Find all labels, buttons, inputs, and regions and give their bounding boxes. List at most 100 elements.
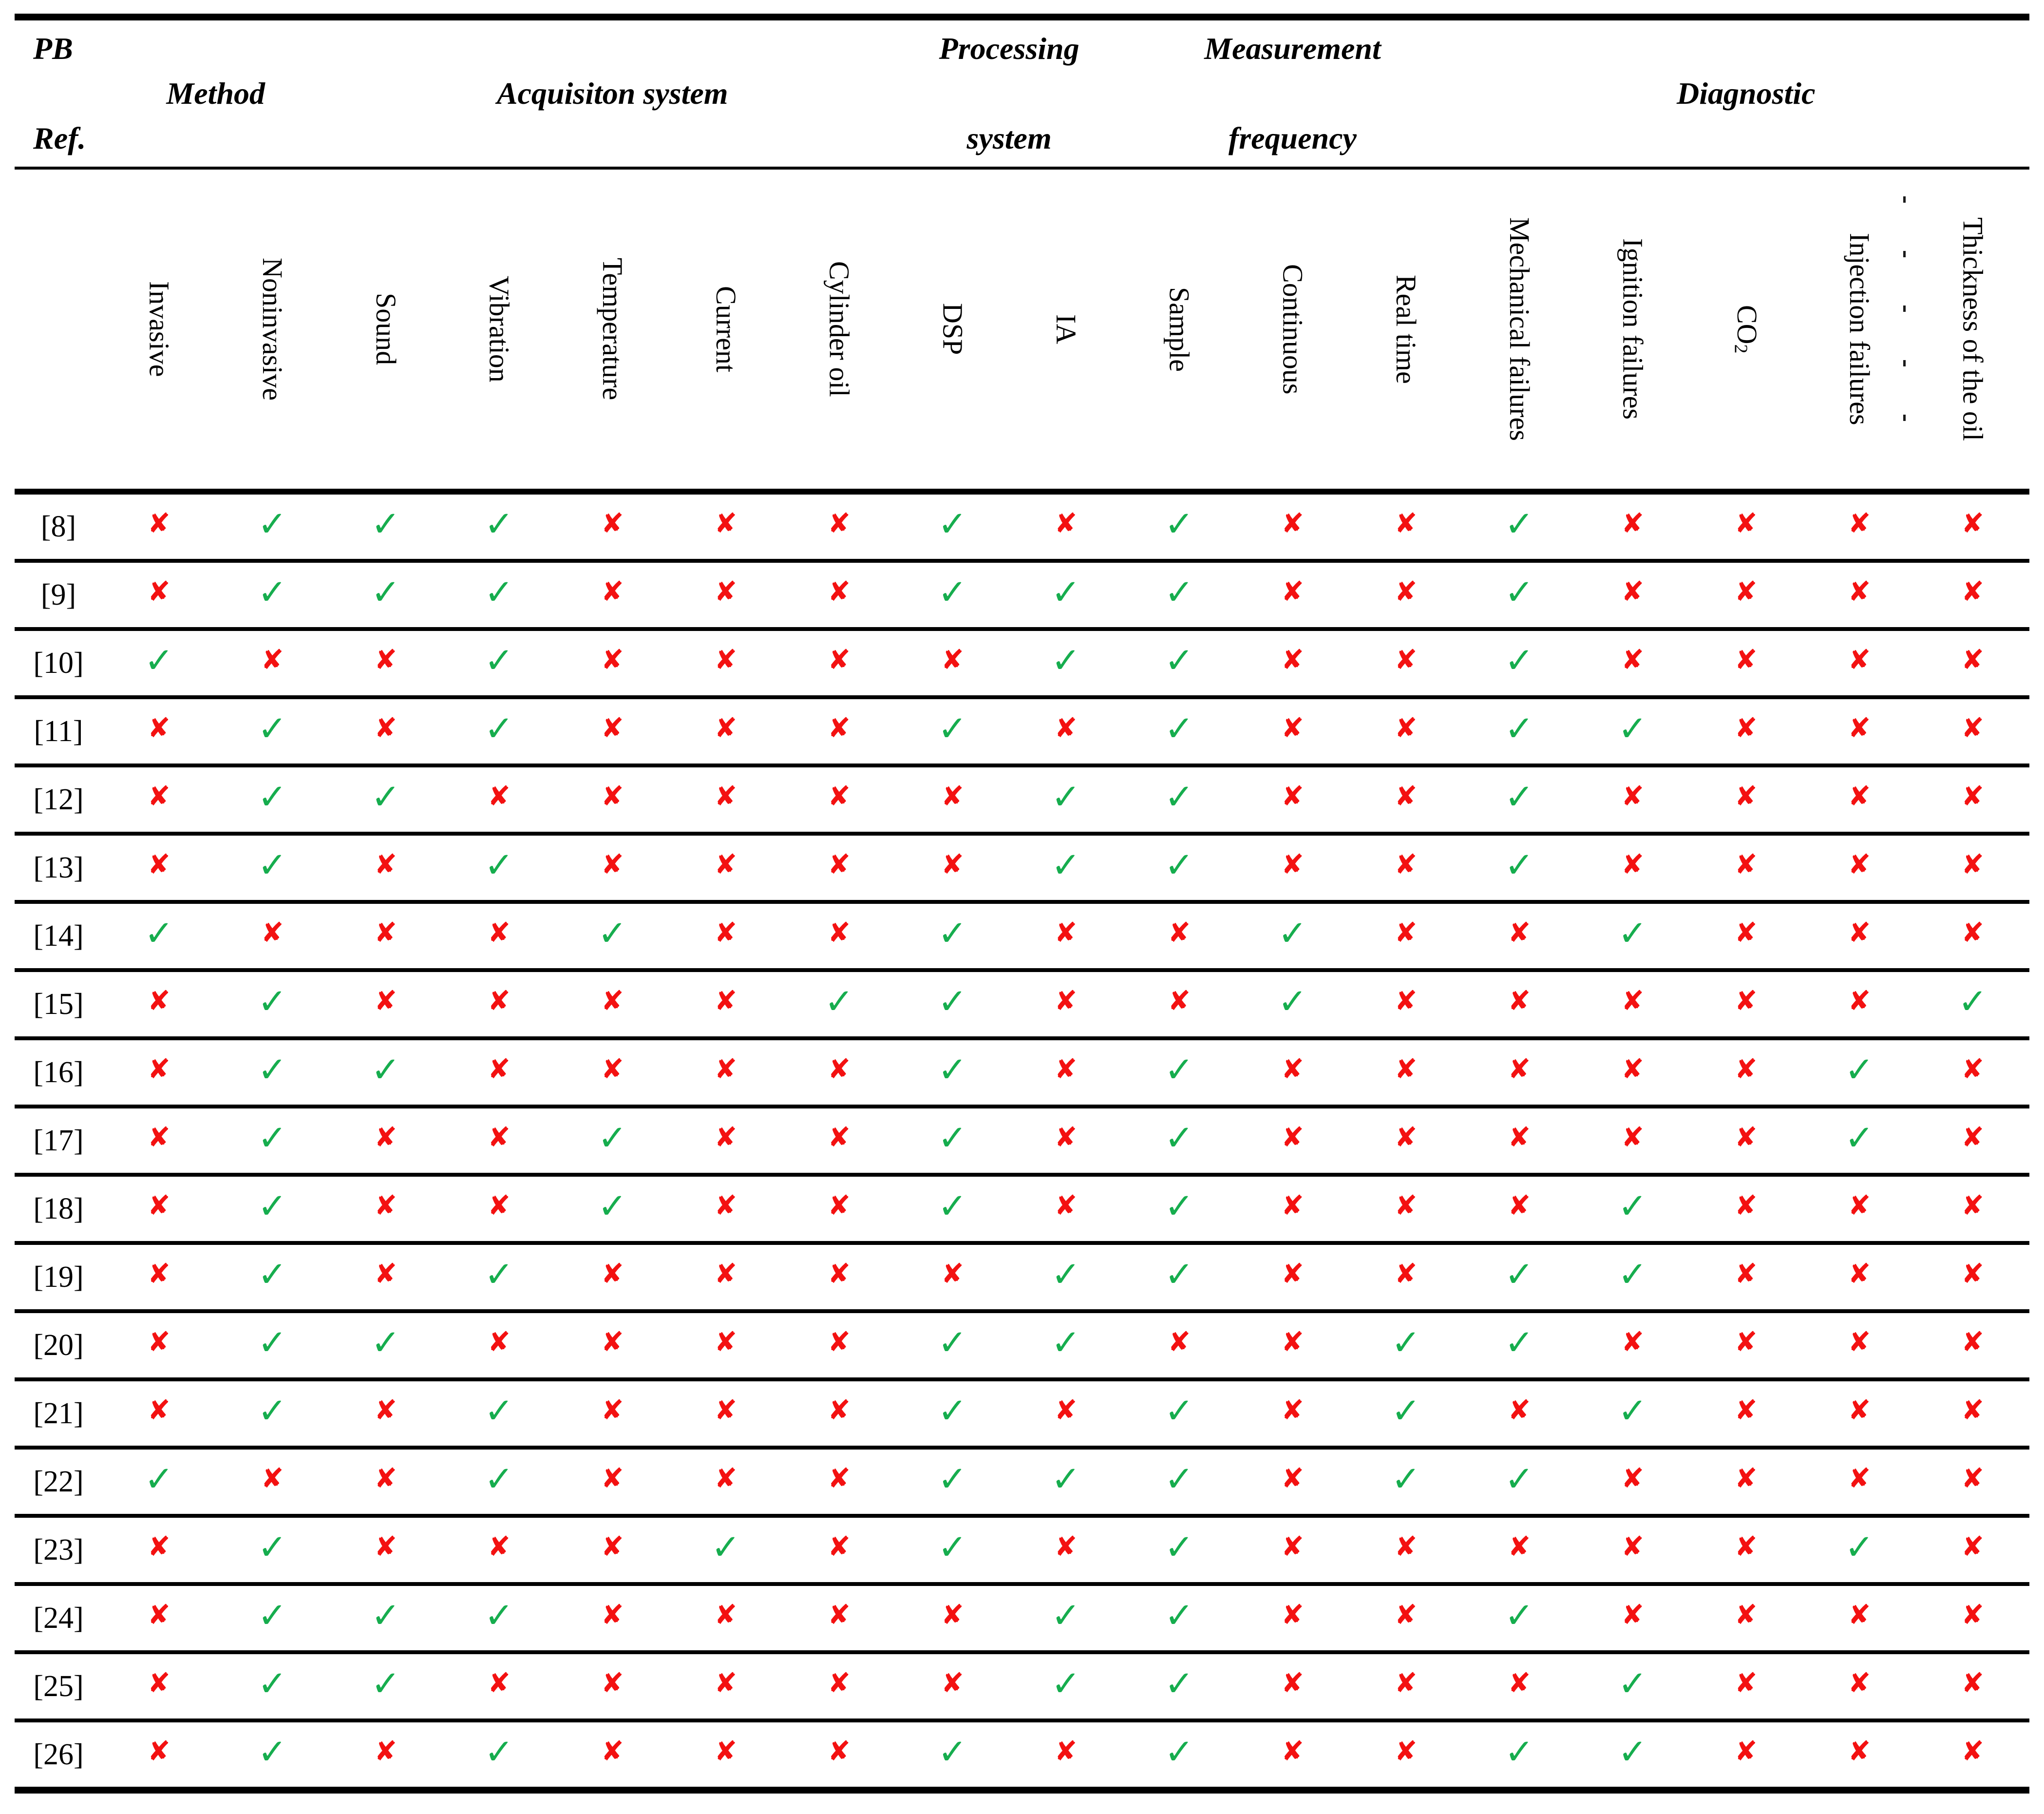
cross-icon: ✘ [488, 985, 511, 1017]
cross-icon: ✘ [828, 1736, 851, 1767]
mark-cell: ✘ [1803, 563, 1916, 627]
cross-icon: ✘ [1734, 508, 1758, 539]
column-header-cell: Mechanical failures [1462, 170, 1576, 489]
cross-icon: ✘ [828, 1053, 851, 1085]
cross-icon: ✘ [1054, 1394, 1078, 1426]
column-header-cell: Injection failures [1803, 170, 1916, 489]
check-icon: ✓ [144, 1458, 174, 1499]
cross-icon: ✘ [601, 1667, 624, 1699]
cross-icon: ✘ [147, 576, 170, 608]
cross-icon: ✘ [1281, 1736, 1304, 1767]
cross-icon: ✘ [941, 849, 964, 880]
mark-cell: ✓ [1236, 904, 1349, 968]
mark-cell: ✘ [1349, 1518, 1463, 1582]
mark-cell: ✘ [782, 1586, 896, 1650]
cross-icon: ✘ [714, 1053, 738, 1085]
cross-icon: ✘ [261, 644, 284, 676]
cross-icon: ✘ [147, 1667, 170, 1699]
cross-icon: ✘ [714, 917, 738, 949]
mark-cell: ✘ [102, 563, 216, 627]
mark-cell: ✘ [1236, 1177, 1349, 1241]
mark-cell: ✘ [782, 767, 896, 832]
mark-cell: ✓ [442, 495, 556, 559]
row-ref-label: [8] [40, 510, 76, 543]
row-separator [15, 1446, 2029, 1450]
column-header-label: Real time [1390, 274, 1422, 384]
mark-cell: ✓ [1122, 699, 1236, 764]
row-ref-label: [20] [33, 1329, 84, 1362]
check-icon: ✓ [484, 503, 514, 544]
mark-cell: ✓ [1009, 1313, 1123, 1377]
check-icon: ✓ [1618, 1254, 1647, 1295]
check-icon: ✓ [598, 1117, 627, 1158]
mark-cell: ✓ [102, 631, 216, 695]
cross-icon: ✘ [1848, 985, 1871, 1017]
check-icon: ✓ [1504, 640, 1534, 681]
cross-icon: ✘ [1621, 1463, 1644, 1494]
row-ref-label: [11] [34, 715, 83, 748]
table-row: [21] ✘ ✓ ✘ ✓ ✘ ✘ ✘ ✓ ✘ ✓ ✘ ✓ ✘ ✓ ✘ ✘ ✘ [15, 1381, 2029, 1446]
mark-cell: ✘ [1349, 495, 1463, 559]
cross-icon: ✘ [601, 1258, 624, 1290]
column-header-label: Current [710, 286, 742, 373]
cross-icon: ✘ [1054, 1736, 1078, 1767]
mark-cell: ✘ [102, 1381, 216, 1446]
check-icon: ✓ [938, 1117, 967, 1158]
row-separator [15, 832, 2029, 836]
mark-cell: ✘ [1689, 767, 1803, 832]
mark-cell: ✘ [669, 1108, 783, 1173]
cross-icon: ✘ [1281, 1053, 1304, 1085]
mark-cell: ✓ [556, 1108, 669, 1173]
mark-cell: ✘ [1689, 1722, 1803, 1787]
mark-cell: ✘ [556, 767, 669, 832]
mark-cell: ✓ [102, 1450, 216, 1514]
mark-cell: ✘ [1689, 1313, 1803, 1377]
cross-icon: ✘ [1848, 712, 1871, 744]
mark-cell: ✘ [782, 1381, 896, 1446]
cross-icon: ✘ [374, 1394, 397, 1426]
mark-cell: ✘ [442, 1177, 556, 1241]
table-row: [16] ✘ ✓ ✓ ✘ ✘ ✘ ✘ ✓ ✘ ✓ ✘ ✘ ✘ ✘ ✘ ✓ ✘ [15, 1040, 2029, 1105]
mark-cell: ✓ [442, 1381, 556, 1446]
mark-cell: ✘ [1122, 904, 1236, 968]
mark-cell: ✘ [1689, 836, 1803, 900]
mark-cell: ✘ [669, 699, 783, 764]
check-icon: ✓ [1958, 981, 1987, 1022]
cross-icon: ✘ [1621, 576, 1644, 608]
cross-icon: ✘ [374, 1190, 397, 1222]
cross-icon: ✘ [714, 1394, 738, 1426]
mark-cell: ✓ [1122, 1722, 1236, 1787]
cross-icon: ✘ [1281, 508, 1304, 539]
check-icon: ✓ [257, 1185, 287, 1226]
cross-icon: ✘ [1394, 1531, 1418, 1563]
table-row: [14] ✓ ✘ ✘ ✘ ✓ ✘ ✘ ✓ ✘ ✘ ✓ ✘ ✘ ✓ ✘ ✘ ✘ [15, 904, 2029, 968]
row-separator [15, 1514, 2029, 1518]
mark-cell: ✘ [1803, 1381, 1916, 1446]
cross-icon: ✘ [1394, 1736, 1418, 1767]
mark-cell: ✓ [896, 563, 1009, 627]
cross-icon: ✘ [1054, 1190, 1078, 1222]
cross-icon: ✘ [1734, 712, 1758, 744]
mark-cell: ✘ [782, 1108, 896, 1173]
row-separator [15, 627, 2029, 631]
cross-icon: ✘ [828, 917, 851, 949]
check-icon: ✓ [257, 572, 287, 612]
check-icon: ✓ [484, 1390, 514, 1431]
check-icon: ✓ [1164, 844, 1194, 885]
check-icon: ✓ [938, 1458, 967, 1499]
mark-cell: ✓ [216, 767, 329, 832]
mark-cell: ✓ [556, 904, 669, 968]
mark-cell: ✓ [442, 1245, 556, 1309]
mark-cell: ✘ [1916, 631, 2029, 695]
mark-cell: ✘ [102, 495, 216, 559]
mark-cell: ✓ [1009, 1450, 1123, 1514]
cross-icon: ✘ [1848, 1736, 1871, 1767]
check-icon: ✓ [1504, 844, 1534, 885]
mark-cell: ✓ [1009, 1245, 1123, 1309]
mark-cell: ✘ [1916, 495, 2029, 559]
cross-icon: ✘ [1961, 1667, 1985, 1699]
check-icon: ✓ [1391, 1390, 1421, 1431]
mark-cell: ✓ [1916, 972, 2029, 1036]
check-icon: ✓ [257, 503, 287, 544]
mark-cell: ✓ [1122, 1108, 1236, 1173]
